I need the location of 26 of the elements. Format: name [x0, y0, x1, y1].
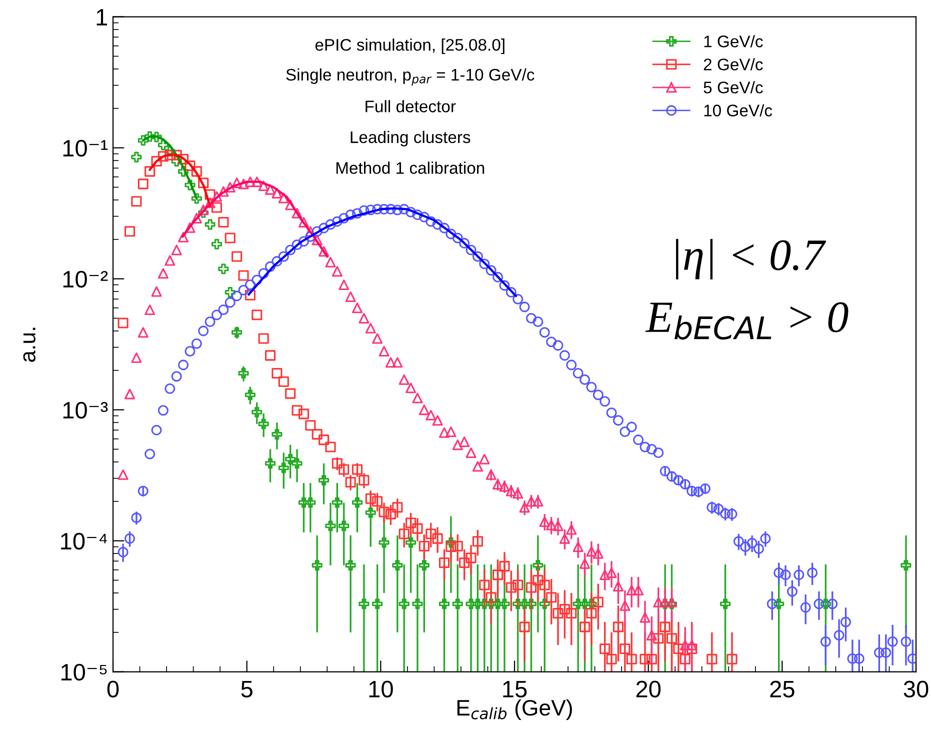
y-tick-label: 1: [96, 9, 108, 26]
legend-label: 2 GeV/c: [704, 58, 763, 70]
annotation: Full detector: [366, 100, 456, 112]
x-tick-label: 20: [636, 680, 661, 698]
y-tick-label: 10⁻⁵: [61, 664, 107, 681]
y-tick-label: 10⁻⁴: [61, 532, 107, 550]
annotation: E$_{bECAL}$ > 0: [645, 302, 848, 340]
annotation: ePIC simulation, [25.08.0]: [315, 38, 504, 54]
x-tick-label: 25: [770, 680, 794, 698]
y-axis-title: a.u.: [23, 328, 36, 362]
legend-label: 5 GeV/c: [704, 81, 763, 94]
y-tick-label: 10⁻³: [63, 402, 108, 419]
x-tick-label: 5: [241, 680, 252, 698]
x-tick-label: 10: [369, 680, 393, 698]
x-axis-title: E$_{calib}$ (GeV): [457, 699, 572, 720]
x-tick-label: 30: [904, 680, 928, 698]
x-tick-label: 15: [503, 680, 527, 698]
legend-label: 10 GeV/c: [704, 104, 772, 116]
annotation: Single neutron, p$_{par}$ = 1-10 GeV/c: [286, 68, 534, 86]
legend-label: 1 GeV/c: [704, 35, 763, 48]
x-tick-label: 0: [107, 680, 119, 698]
y-tick-label: 10⁻¹: [63, 140, 108, 157]
y-tick-label: 10⁻²: [63, 270, 108, 288]
annotation: Leading clusters: [350, 130, 470, 146]
annotation: |η| < 0.7: [676, 238, 826, 280]
annotation: Method 1 calibration: [336, 162, 484, 174]
